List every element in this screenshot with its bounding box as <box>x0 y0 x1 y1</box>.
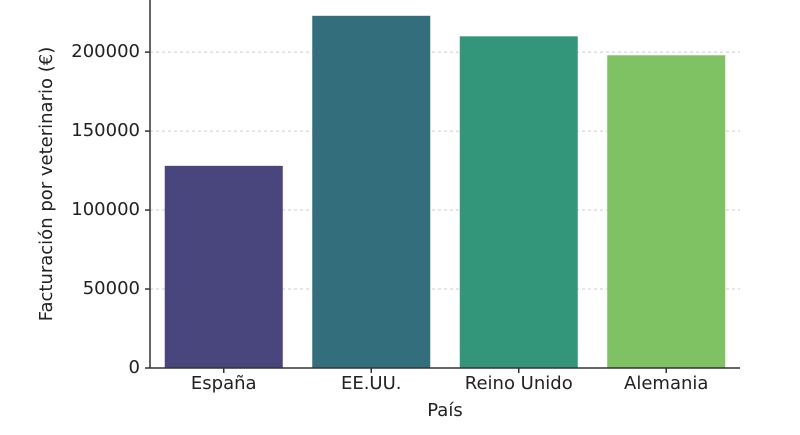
y-tick-label: 0 <box>129 357 140 378</box>
y-tick-label: 150000 <box>71 120 140 141</box>
x-tick-label: EE.UU. <box>341 373 402 394</box>
bar <box>459 36 578 369</box>
x-axis-label: País <box>427 400 462 421</box>
x-tick-label: Reino Unido <box>465 373 573 394</box>
bar <box>312 15 431 368</box>
y-tick-label: 100000 <box>71 199 140 220</box>
y-axis-label: Facturación por veterinario (€) <box>36 47 57 321</box>
bar <box>607 55 726 369</box>
x-tick-label: España <box>191 373 257 394</box>
y-tick-label: 200000 <box>71 41 140 62</box>
x-tick-label: Alemania <box>624 373 708 394</box>
bar <box>164 165 283 368</box>
y-tick-label: 50000 <box>83 278 140 299</box>
